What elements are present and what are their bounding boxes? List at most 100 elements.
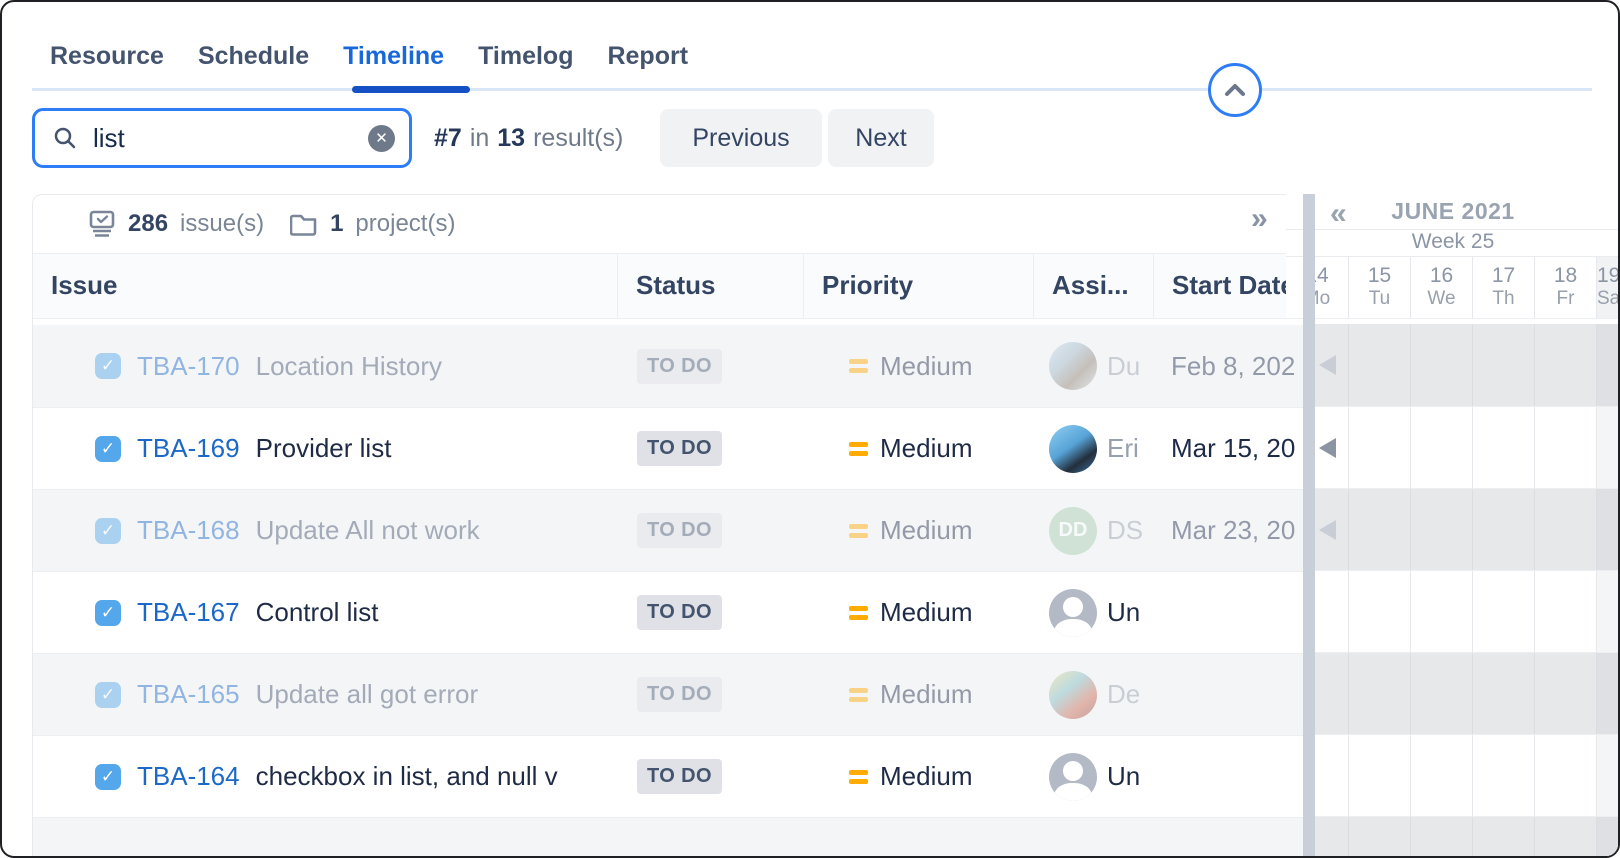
result-suffix: result(s) xyxy=(533,123,624,152)
column-header-issue: Issue xyxy=(51,270,118,300)
day-column-header: 15 Tu xyxy=(1348,257,1410,318)
priority-label: Medium xyxy=(880,679,973,709)
active-tab-indicator xyxy=(352,86,470,93)
start-before-range-marker xyxy=(1319,438,1336,458)
row-checkbox[interactable]: ✓ xyxy=(95,599,121,626)
row-checkbox[interactable]: ✓ xyxy=(95,763,121,790)
assignee-name: Un xyxy=(1107,597,1141,627)
tab-timelog[interactable]: Timelog xyxy=(478,42,574,70)
search-results-status: #7 in 13 result(s) xyxy=(434,108,631,168)
issue-key-link[interactable]: TBA-167 xyxy=(137,597,240,627)
priority-medium-icon xyxy=(849,605,868,620)
priority-medium-icon xyxy=(849,769,868,784)
search-box[interactable]: ✕ xyxy=(32,108,412,168)
assignee-name: DS xyxy=(1107,515,1144,545)
column-header-status: Status xyxy=(617,254,803,318)
assignee-name: De xyxy=(1107,679,1141,709)
issues-stack-icon xyxy=(89,210,116,238)
top-tabs: Resource Schedule Timeline Timelog Repor… xyxy=(50,42,688,71)
tab-resource[interactable]: Resource xyxy=(50,42,164,70)
tab-report[interactable]: Report xyxy=(607,42,689,70)
status-badge: TO DO xyxy=(637,759,722,794)
issue-key-link[interactable]: TBA-169 xyxy=(137,433,240,463)
avatar xyxy=(1049,588,1097,637)
avatar xyxy=(1049,752,1097,801)
column-header-start-date: Start Date xyxy=(1153,254,1618,318)
day-column-header: 14 Mo xyxy=(1303,264,1331,309)
day-column-header: 16 We xyxy=(1410,257,1472,318)
status-badge: TO DO xyxy=(637,513,722,548)
start-date: Feb 8, 202 xyxy=(1171,350,1296,381)
issue-key-link[interactable]: TBA-170 xyxy=(137,350,240,381)
issue-key-link[interactable]: TBA-165 xyxy=(137,679,240,709)
issue-key-link[interactable]: TBA-164 xyxy=(137,761,240,791)
previous-button[interactable]: Previous xyxy=(660,109,822,167)
timeline-scroll-left-icon[interactable]: « xyxy=(1330,197,1347,230)
avatar xyxy=(1049,424,1097,473)
issue-title: Control list xyxy=(255,597,379,627)
search-icon xyxy=(53,126,77,150)
day-column-header: 17 Th xyxy=(1472,257,1534,318)
assignee-name: Du xyxy=(1107,350,1141,381)
result-connector: in xyxy=(469,123,490,152)
start-before-range-marker xyxy=(1319,520,1336,540)
timeline-day-header: 14 Mo 15 Tu 16 We 17 Th 18 Fr 19 Sa xyxy=(1286,257,1618,318)
priority-label: Medium xyxy=(880,597,973,627)
issue-title: Update all got error xyxy=(255,679,479,709)
timeline-row xyxy=(1315,734,1618,816)
priority-label: Medium xyxy=(880,433,973,463)
projects-count: 1 xyxy=(330,210,344,237)
collapse-panel-button[interactable] xyxy=(1208,63,1262,117)
status-badge: TO DO xyxy=(637,431,722,466)
search-input[interactable] xyxy=(93,122,368,154)
row-checkbox[interactable]: ✓ xyxy=(95,435,121,462)
status-badge: TO DO xyxy=(637,595,722,630)
next-button[interactable]: Next xyxy=(828,109,934,167)
row-checkbox[interactable]: ✓ xyxy=(95,353,121,379)
issues-stat: 286 issue(s) xyxy=(89,210,264,238)
timeline-row xyxy=(1315,324,1618,406)
projects-stat: 1 project(s) xyxy=(290,210,455,238)
timeline-month-header: « JUNE 2021 xyxy=(1286,194,1618,230)
timeline-body xyxy=(1286,324,1618,856)
start-before-range-marker xyxy=(1319,355,1336,375)
row-checkbox[interactable]: ✓ xyxy=(95,517,121,544)
tab-timeline[interactable]: Timeline xyxy=(343,42,445,70)
column-header-priority: Priority xyxy=(803,254,1033,318)
row-checkbox[interactable]: ✓ xyxy=(95,681,121,708)
priority-label: Medium xyxy=(880,350,973,381)
priority-label: Medium xyxy=(880,515,973,545)
priority-label: Medium xyxy=(880,761,973,791)
chevron-up-icon xyxy=(1222,81,1248,99)
start-date: Mar 15, 20 xyxy=(1171,433,1296,463)
status-badge: TO DO xyxy=(637,677,722,712)
folder-icon xyxy=(290,212,318,236)
issue-title: Update All not work xyxy=(255,515,480,545)
tab-schedule[interactable]: Schedule xyxy=(197,42,310,70)
day-column-header: 18 Fr xyxy=(1534,257,1596,318)
priority-medium-icon xyxy=(849,687,868,702)
avatar: DD xyxy=(1049,506,1097,555)
timeline-row xyxy=(1315,488,1618,570)
timeline-row xyxy=(1315,406,1618,488)
table-row[interactable]: ✓ TBA-164 checkbox in list, and null v T… xyxy=(33,735,1618,817)
priority-medium-icon xyxy=(849,441,868,456)
issue-key-link[interactable]: TBA-168 xyxy=(137,515,240,545)
status-badge: TO DO xyxy=(637,348,722,384)
issues-label: issue(s) xyxy=(180,210,265,237)
day-column-header: 19 Sa xyxy=(1596,257,1618,318)
result-total: 13 xyxy=(497,123,526,152)
expand-table-icon[interactable]: » xyxy=(1251,202,1268,235)
clear-search-icon[interactable]: ✕ xyxy=(368,124,395,152)
priority-medium-icon xyxy=(849,359,868,373)
table-timeline-splitter[interactable] xyxy=(1303,194,1315,856)
column-header-assignee: Assi... xyxy=(1033,254,1153,318)
timeline-row xyxy=(1315,570,1618,652)
start-date: Mar 23, 20 xyxy=(1171,515,1296,545)
issue-title: checkbox in list, and null v xyxy=(255,761,558,791)
issue-title: Location History xyxy=(255,350,443,381)
timeline-month-label: JUNE 2021 xyxy=(1391,198,1515,224)
assignee-name: Un xyxy=(1107,761,1141,791)
tabs-underline xyxy=(32,88,1592,91)
